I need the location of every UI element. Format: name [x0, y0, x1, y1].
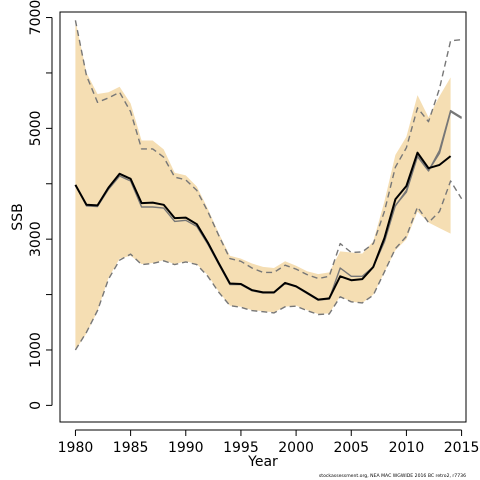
y-axis: 0 1000 3000 5000 7000	[28, 0, 53, 410]
y-tick-label-7000: 7000	[28, 0, 44, 35]
y-tick-label-5000: 5000	[28, 111, 44, 147]
y-axis-label: SSB	[10, 203, 26, 230]
x-axis-label: Year	[247, 454, 278, 470]
plot-area	[74, 20, 463, 351]
x-tick-label-2000: 2000	[278, 440, 314, 456]
retro-ci-upper-line-2	[74, 20, 462, 280]
estimate-line-0	[74, 151, 452, 301]
x-tick-label-1990: 1990	[168, 440, 204, 456]
x-tick-label-2010: 2010	[389, 440, 425, 456]
x-tick-label-1980: 1980	[58, 440, 94, 456]
x-tick-label-1985: 1985	[113, 440, 149, 456]
x-tick-label-2015: 2015	[444, 440, 480, 456]
x-axis: 1980 1985 1990 1995 2000 2005 2010 2015	[58, 429, 480, 456]
footnote: stockassessment.org, NEA MAC WGWIDE 2016…	[319, 473, 466, 479]
y-tick-label-1000: 1000	[28, 332, 44, 368]
plot-frame	[59, 11, 467, 423]
retro-ci-lower-line-3	[74, 180, 463, 351]
x-tick-label-2005: 2005	[333, 440, 369, 456]
y-tick-label-0: 0	[28, 401, 44, 410]
y-tick-label-3000: 3000	[28, 221, 44, 257]
confidence-band	[75, 20, 451, 351]
x-tick-label-1995: 1995	[223, 440, 259, 456]
